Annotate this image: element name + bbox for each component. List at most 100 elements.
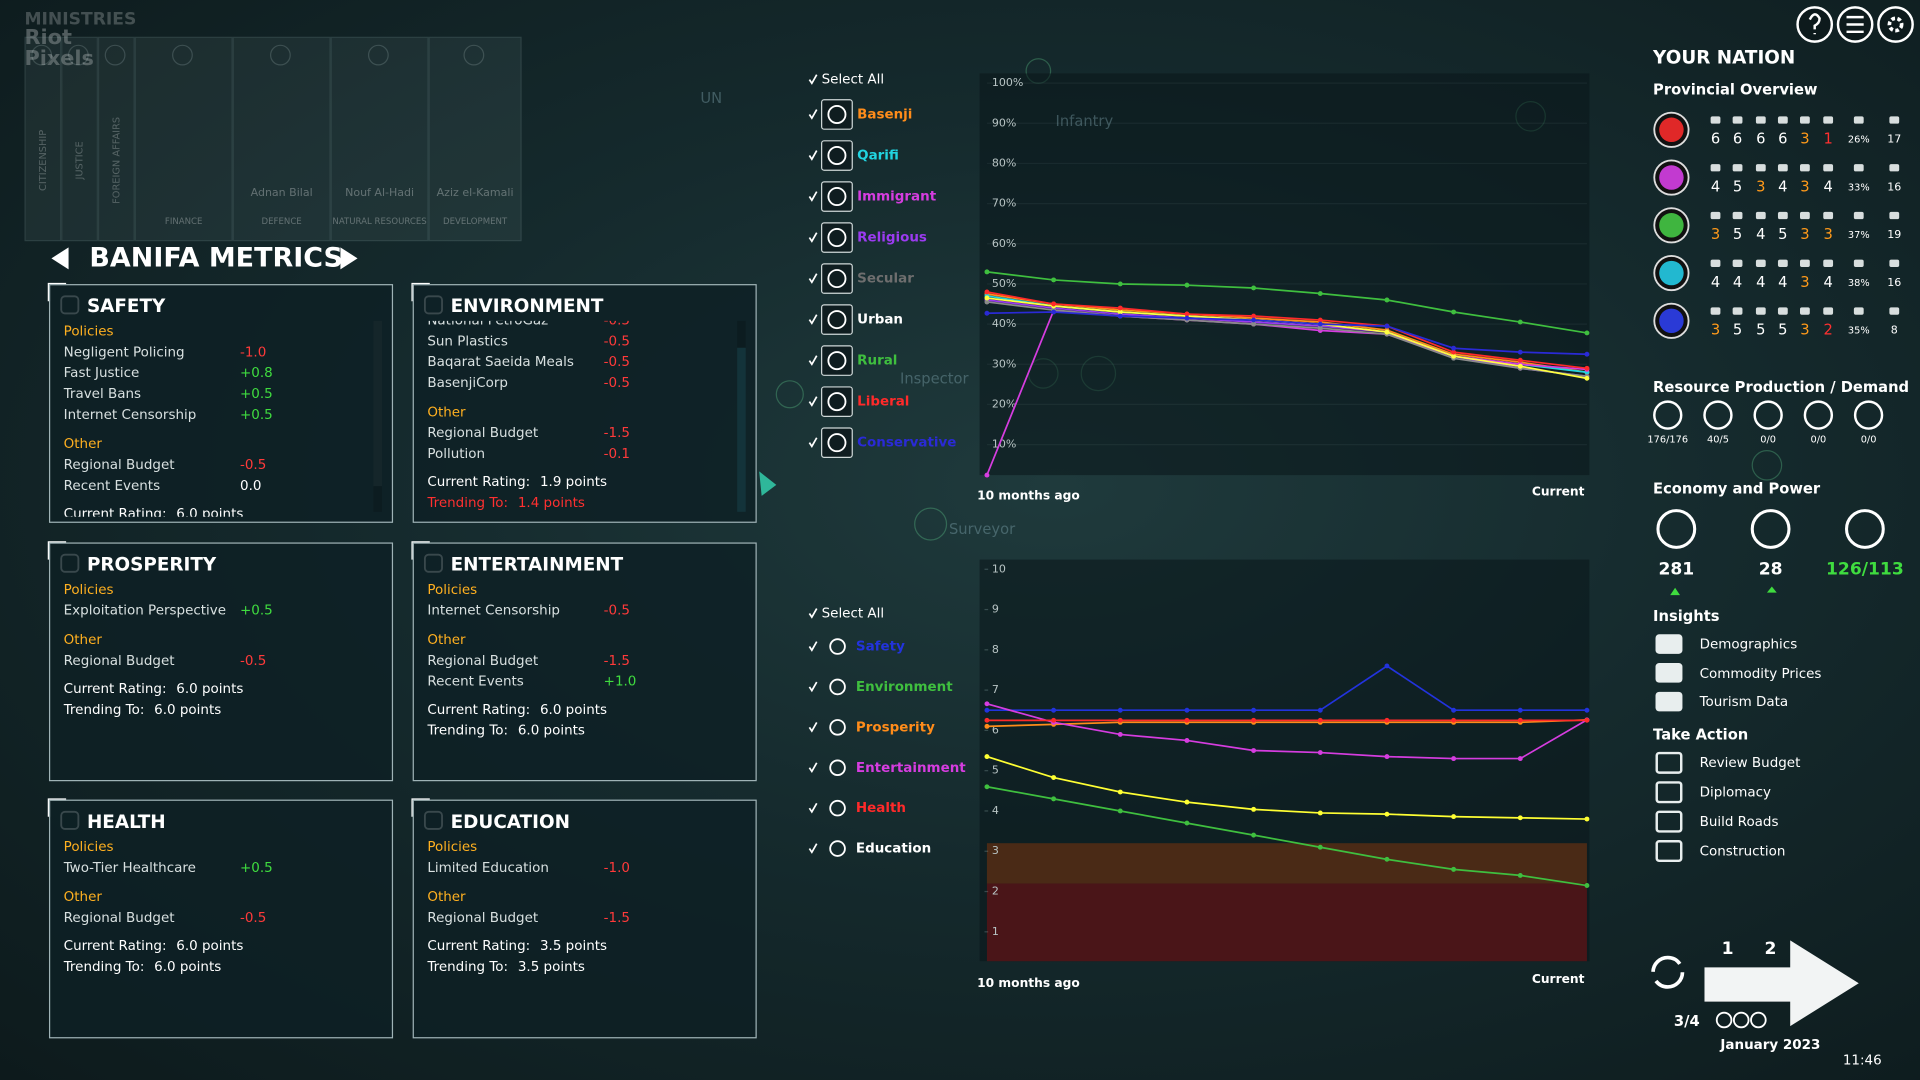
panel-body: Policies Limited Education -1.0 Other Region… [427, 836, 739, 1032]
checkbox-check[interactable] [808, 437, 818, 448]
insight-link[interactable]: Demographics [1699, 636, 1798, 653]
action-link[interactable]: Build Roads [1699, 813, 1779, 830]
select-all[interactable]: Select All [822, 606, 884, 621]
stat-value: 1 [1823, 131, 1832, 148]
menu-button[interactable] [1877, 6, 1914, 43]
rating-row: Trending To: 6.0 points [427, 720, 739, 741]
checkbox-check[interactable] [808, 843, 818, 854]
series-point [1317, 291, 1323, 297]
checkbox-check[interactable] [808, 641, 818, 652]
rating-row: Trending To: 6.0 points [64, 699, 376, 720]
section-heading: Other [63, 631, 102, 648]
modifier-name: Regional Budget [427, 424, 539, 441]
legend-label[interactable]: Prosperity [856, 720, 935, 735]
y-tick-label: 1 [992, 925, 999, 938]
legend-label[interactable]: Urban [857, 313, 903, 328]
y-tick-label: 100% [992, 76, 1024, 89]
x-tick-label: Current [1532, 485, 1585, 499]
checkbox-check[interactable] [808, 232, 818, 243]
legend-label[interactable]: Environment [856, 680, 953, 695]
legend-label[interactable]: Health [856, 801, 906, 816]
legend-glyph [829, 638, 846, 655]
series-point [1451, 717, 1457, 723]
action-link[interactable]: Diplomacy [1699, 784, 1771, 801]
legend-label[interactable]: Immigrant [857, 190, 937, 205]
series-point [1317, 717, 1323, 723]
panel-expander[interactable] [759, 471, 777, 496]
series-point [1384, 329, 1390, 335]
legend-label[interactable]: Qarifi [857, 149, 899, 164]
modifier-value: -0.5 [603, 374, 630, 391]
series-point [1317, 325, 1323, 331]
series-point [1117, 808, 1123, 814]
resource-icon [1653, 400, 1683, 430]
y-tick-label: 10% [992, 438, 1016, 451]
legend-glyph [827, 187, 847, 207]
modifier-row: BasenjiCorp -0.5 [427, 372, 739, 393]
action-link[interactable]: Construction [1699, 843, 1786, 859]
legend-label[interactable]: Conservative [857, 436, 956, 451]
minister-card: Aziz el-Kamali DEVELOPMENT [428, 36, 522, 242]
insight-link[interactable]: Commodity Prices [1699, 664, 1822, 681]
action-link[interactable]: Review Budget [1699, 754, 1801, 771]
series-point [1251, 321, 1257, 327]
series-point [1051, 277, 1057, 283]
checkbox-check[interactable] [808, 396, 818, 407]
checkbox-check[interactable] [808, 722, 818, 733]
legend-label[interactable]: Education [856, 842, 931, 857]
modifier-name: Pollution [427, 445, 486, 462]
refresh-button[interactable] [1651, 955, 1685, 989]
minister-card: JUSTICE [61, 36, 98, 242]
metric-panel: ENVIRONMENTPoliciesNational PetroGaz-0.5… [412, 284, 757, 523]
checkbox-check[interactable] [808, 608, 818, 619]
rating-band [986, 883, 1587, 962]
end-turn-arrow[interactable] [1704, 940, 1859, 1027]
modifier-row: Baqarat Saeida Meals -0.5 [427, 351, 739, 372]
resource-icon [1853, 400, 1884, 430]
legend-label[interactable]: Safety [856, 640, 905, 655]
legend-label[interactable]: Rural [857, 354, 897, 369]
count-value: 16 [1887, 180, 1901, 193]
count-value: 8 [1891, 324, 1898, 337]
checkbox-check[interactable] [808, 681, 818, 693]
minister-role: CITIZENSHIP [37, 129, 49, 192]
checkbox-check[interactable] [808, 802, 818, 814]
series-point [984, 723, 990, 729]
stat-icon [1777, 164, 1788, 172]
section-title: Provincial Overview [1653, 80, 1818, 98]
checkbox-check[interactable] [808, 314, 818, 325]
stat-icon [1777, 307, 1788, 315]
section-heading: Other [63, 888, 102, 905]
action-icon [1655, 781, 1683, 804]
y-tick-label: 5 [992, 764, 999, 777]
legend-label[interactable]: Secular [857, 272, 914, 287]
legend-label[interactable]: Basenji [857, 107, 912, 122]
rating-label: Current Rating: [63, 505, 167, 517]
series-point [1051, 717, 1057, 723]
legend-label[interactable]: Liberal [857, 395, 909, 410]
ministry-emblem [104, 44, 126, 66]
prev-arrow[interactable] [51, 247, 69, 270]
next-arrow[interactable] [340, 247, 358, 270]
panel-title: ENVIRONMENT [450, 295, 604, 318]
minister-card: Adnan Bilal DEFENCE [232, 36, 331, 242]
series-point [1317, 844, 1323, 850]
checkbox-check[interactable] [808, 762, 818, 774]
legend-label[interactable]: Religious [857, 231, 927, 246]
insight-link[interactable]: Tourism Data [1699, 693, 1789, 710]
series-point [1051, 309, 1057, 315]
checkbox-check[interactable] [808, 355, 818, 366]
phase-pip [1750, 1011, 1767, 1029]
rating-label: Current Rating: [63, 680, 167, 697]
checkbox-check[interactable] [808, 74, 818, 85]
modifier-value: -0.5 [603, 333, 630, 349]
checkbox-check[interactable] [808, 191, 818, 202]
select-all[interactable]: Select All [822, 73, 884, 88]
stat-value: 3 [1800, 226, 1809, 243]
checkbox-check[interactable] [808, 150, 818, 161]
legend-label[interactable]: Entertainment [856, 761, 966, 776]
series-point [1517, 815, 1523, 821]
checkbox-check[interactable] [808, 273, 818, 284]
checkbox-check[interactable] [808, 109, 818, 120]
series-point [1451, 309, 1457, 315]
